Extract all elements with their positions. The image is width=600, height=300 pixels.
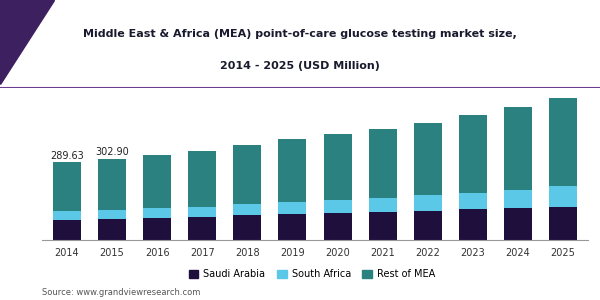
Bar — [53, 220, 81, 240]
Bar — [188, 207, 216, 217]
Text: Source: www.grandviewresearch.com: Source: www.grandviewresearch.com — [42, 288, 200, 297]
Bar — [414, 211, 442, 240]
Bar — [459, 193, 487, 209]
Bar — [504, 107, 532, 190]
Text: 289.63: 289.63 — [50, 151, 83, 161]
Text: 2014 - 2025 (USD Million): 2014 - 2025 (USD Million) — [220, 61, 380, 71]
Bar — [459, 209, 487, 240]
Bar — [188, 151, 216, 207]
Bar — [233, 146, 262, 204]
Bar — [143, 155, 171, 208]
Bar — [143, 218, 171, 240]
Bar — [53, 211, 81, 220]
Bar — [278, 214, 307, 240]
Bar — [98, 210, 126, 219]
Bar — [549, 207, 577, 240]
Text: 302.90: 302.90 — [95, 147, 129, 157]
Bar — [323, 200, 352, 213]
Legend: Saudi Arabia, South Africa, Rest of MEA: Saudi Arabia, South Africa, Rest of MEA — [185, 266, 439, 283]
Bar — [98, 219, 126, 240]
Bar — [323, 134, 352, 200]
Bar — [414, 124, 442, 195]
Bar — [53, 162, 81, 211]
Bar — [549, 186, 577, 207]
Bar — [323, 213, 352, 240]
Polygon shape — [0, 0, 54, 84]
Bar — [143, 208, 171, 218]
Bar — [504, 190, 532, 208]
Bar — [98, 159, 126, 210]
Bar — [233, 215, 262, 240]
Bar — [549, 98, 577, 186]
Text: Middle East & Africa (MEA) point-of-care glucose testing market size,: Middle East & Africa (MEA) point-of-care… — [83, 28, 517, 39]
Bar — [278, 139, 307, 202]
Bar — [188, 217, 216, 240]
Bar — [233, 204, 262, 215]
Bar — [368, 212, 397, 240]
Bar — [368, 129, 397, 198]
Bar — [368, 198, 397, 212]
Bar — [504, 208, 532, 240]
Bar — [414, 195, 442, 211]
Bar — [278, 202, 307, 214]
Bar — [459, 116, 487, 193]
